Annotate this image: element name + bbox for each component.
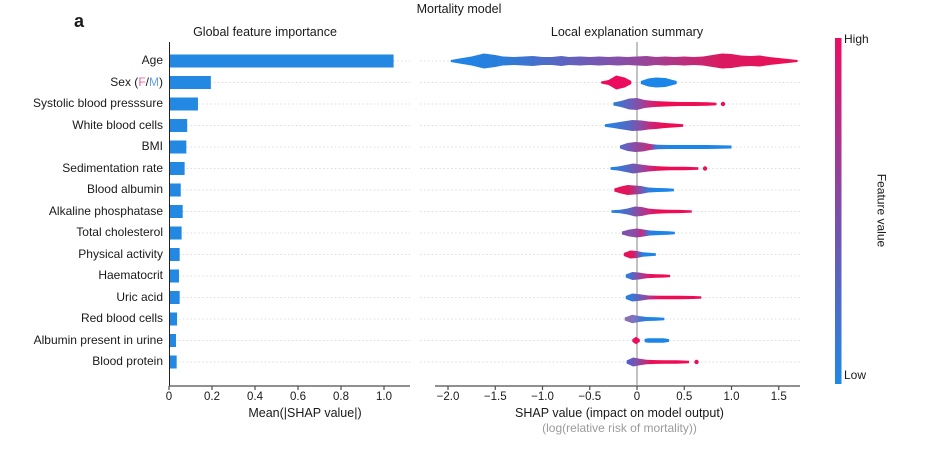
importance-bar xyxy=(170,291,180,304)
shap-outlier-dot xyxy=(694,359,699,365)
x-tick-label: −0.5 xyxy=(578,391,601,403)
shap-outlier-dot xyxy=(720,101,726,107)
x-tick-label: 0 xyxy=(166,391,172,403)
shap-violin xyxy=(621,228,675,238)
feature-value-colorbar xyxy=(835,38,842,384)
importance-bar xyxy=(170,97,198,111)
shap-violin xyxy=(604,120,684,131)
x-tick-label: 0 xyxy=(634,391,640,403)
shap-violin xyxy=(601,75,632,90)
shap-violin xyxy=(610,163,699,174)
x-tick-label: 0.6 xyxy=(290,391,306,403)
x-tick-label: 0.5 xyxy=(676,391,692,403)
importance-bar xyxy=(170,248,180,261)
feature-label: Red blood cells xyxy=(80,311,163,325)
feature-label: BMI xyxy=(141,139,163,153)
feature-label: Blood albumin xyxy=(86,182,163,196)
x-tick-label: 1.0 xyxy=(376,391,392,403)
importance-bar xyxy=(170,205,183,218)
importance-bar xyxy=(170,119,188,132)
importance-bar xyxy=(170,334,177,347)
shap-violin xyxy=(640,77,677,88)
shap-violin xyxy=(632,336,640,345)
panel-label-a: a xyxy=(74,11,85,31)
colorbar-high-label: High xyxy=(844,32,869,46)
right-chart-title: Local explanation summary xyxy=(550,25,704,39)
feature-label: Sedimentation rate xyxy=(62,160,163,175)
x-tick-label: 1.0 xyxy=(724,391,740,403)
importance-bar xyxy=(170,54,394,68)
shap-violin xyxy=(614,185,674,195)
feature-label: Uric acid xyxy=(116,289,163,304)
importance-bar xyxy=(170,312,178,326)
x-tick-label: −1.5 xyxy=(484,391,507,403)
right-x-axis-label: SHAP value (impact on model output) xyxy=(515,406,724,420)
feature-label: Age xyxy=(141,53,163,67)
x-tick-label: 0.2 xyxy=(204,391,220,403)
shap-violin xyxy=(623,250,656,259)
importance-bar xyxy=(170,162,185,175)
x-tick-label: 0.4 xyxy=(247,391,264,403)
shap-violin xyxy=(625,272,671,280)
importance-bar xyxy=(170,269,180,283)
colorbar-low-label: Low xyxy=(844,368,867,382)
left-x-axis-label: Mean(|SHAP value|) xyxy=(248,406,362,420)
feature-label: Total cholesterol xyxy=(76,225,163,239)
feature-label: White blood cells xyxy=(72,117,163,132)
feature-label: Alkaline phosphatase xyxy=(48,203,163,218)
feature-label: Albumin present in urine xyxy=(33,332,163,347)
right-x-axis-sublabel: (log(relative risk of mortality)) xyxy=(542,421,697,435)
colorbar-axis-label: Feature value xyxy=(874,173,889,248)
feature-labels-column: Age Sex (F/M) Systolic blood presssure Whit… xyxy=(0,0,165,450)
shap-violin xyxy=(450,53,798,69)
shap-violin xyxy=(626,357,689,367)
shap-violin xyxy=(620,142,732,152)
feature-label: Physical activity xyxy=(78,246,163,261)
figure-title: Mortality model xyxy=(416,2,502,16)
importance-bar xyxy=(170,140,187,154)
shap-violin xyxy=(611,206,692,217)
x-tick-label: 0.8 xyxy=(333,391,349,403)
importance-bar xyxy=(170,226,182,240)
shap-violin xyxy=(613,98,717,110)
shap-violin xyxy=(624,314,665,324)
x-tick-label: 1.5 xyxy=(771,391,787,403)
importance-bar xyxy=(170,355,177,369)
feature-label: Sex (F/M) xyxy=(110,74,163,89)
feature-label: Systolic blood presssure xyxy=(32,96,163,110)
feature-label: Blood protein xyxy=(92,354,163,368)
left-chart-title: Global feature importance xyxy=(193,25,337,39)
shap-violin xyxy=(625,293,702,302)
feature-label: Haematocrit xyxy=(98,268,163,282)
x-tick-label: −1.0 xyxy=(531,391,554,403)
x-tick-label: −2.0 xyxy=(437,391,460,403)
shap-violin xyxy=(644,338,670,343)
shap-outlier-dot xyxy=(702,166,708,171)
importance-bar xyxy=(170,183,181,197)
importance-bar xyxy=(170,76,211,89)
